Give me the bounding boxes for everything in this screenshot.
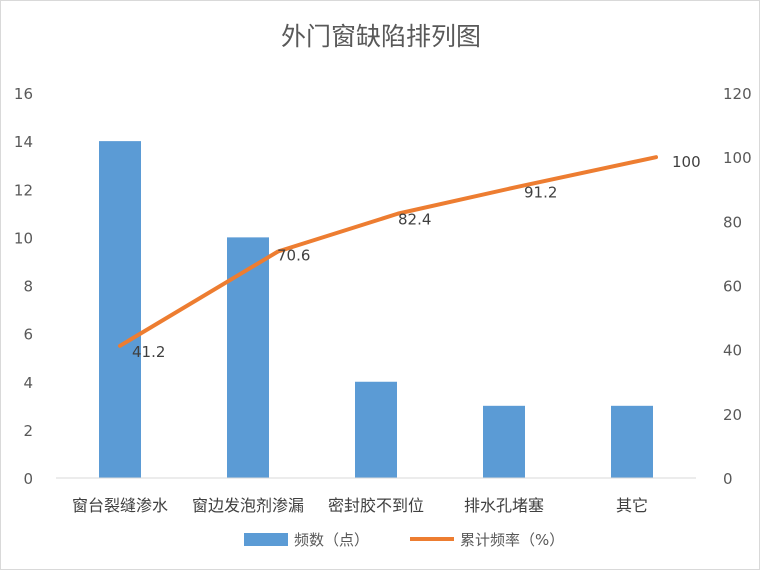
category-label: 其它 xyxy=(616,496,648,515)
left-axis-ticks: 0 2 4 6 8 10 12 14 16 xyxy=(14,85,33,488)
bar-2 xyxy=(227,237,269,478)
right-tick-label: 80 xyxy=(723,213,742,231)
left-tick-label: 10 xyxy=(14,229,33,247)
legend-label-bars: 频数（点） xyxy=(294,531,369,549)
left-tick-label: 16 xyxy=(14,85,33,103)
category-label: 窗边发泡剂渗漏 xyxy=(192,496,304,515)
category-label: 密封胶不到位 xyxy=(328,496,424,515)
cumulative-frequency-line xyxy=(118,155,658,348)
data-label: 100 xyxy=(672,153,701,171)
left-tick-label: 8 xyxy=(23,278,33,296)
right-tick-label: 0 xyxy=(723,470,733,488)
data-label: 91.2 xyxy=(524,183,557,201)
data-label: 70.6 xyxy=(277,246,310,264)
data-label: 41.2 xyxy=(132,343,165,361)
left-tick-label: 12 xyxy=(14,181,33,199)
right-tick-label: 60 xyxy=(723,278,742,296)
bar-3 xyxy=(355,381,397,478)
right-tick-label: 120 xyxy=(723,85,752,103)
right-tick-label: 100 xyxy=(723,149,752,167)
left-tick-label: 2 xyxy=(23,422,33,440)
data-label: 82.4 xyxy=(398,211,431,229)
legend-swatch-bars xyxy=(244,533,288,546)
legend-label-line: 累计频率（%） xyxy=(460,531,564,549)
cumulative-line-group xyxy=(118,155,658,348)
chart-title: 外门窗缺陷排列图 xyxy=(281,22,481,51)
right-axis-ticks: 0 20 40 60 80 100 120 xyxy=(723,85,752,488)
left-tick-label: 6 xyxy=(23,326,33,344)
bars-group xyxy=(99,141,653,478)
right-tick-label: 40 xyxy=(723,342,742,360)
bar-5 xyxy=(611,405,653,478)
category-labels: 窗台裂缝渗水 窗边发泡剂渗漏 密封胶不到位 排水孔堵塞 其它 xyxy=(72,496,648,515)
bar-4 xyxy=(483,405,525,478)
category-label: 窗台裂缝渗水 xyxy=(72,496,168,515)
left-tick-label: 0 xyxy=(23,470,33,488)
legend: 频数（点） 累计频率（%） xyxy=(244,531,564,549)
data-labels: 41.2 70.6 82.4 91.2 100 xyxy=(132,153,701,361)
left-tick-label: 4 xyxy=(23,374,33,392)
category-label: 排水孔堵塞 xyxy=(464,496,544,515)
left-tick-label: 14 xyxy=(14,133,33,151)
right-tick-label: 20 xyxy=(723,406,742,424)
bar-1 xyxy=(99,141,141,478)
